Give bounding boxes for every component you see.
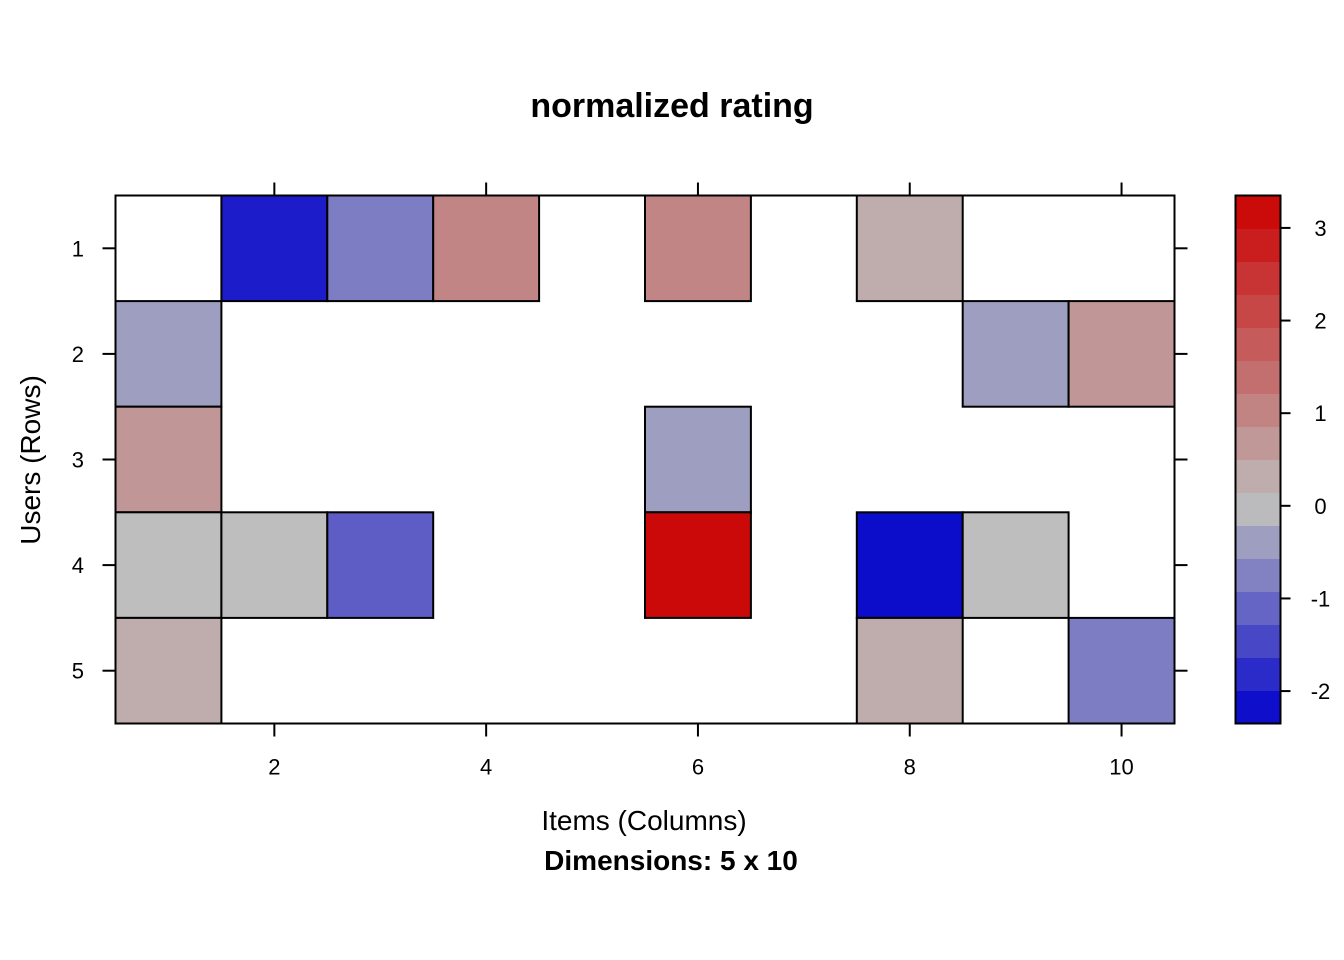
heatmap-cell-r4-c1 bbox=[114, 511, 223, 619]
colorbar-segment-9 bbox=[1235, 393, 1281, 427]
colorbar-segment-1 bbox=[1235, 657, 1281, 691]
chart-title: normalized rating bbox=[530, 87, 813, 125]
heatmap-cell-r4-c6 bbox=[644, 511, 752, 619]
colorbar: -2 -1 0 1 2 3 bbox=[1234, 194, 1331, 725]
x-tick-label-2: 2 bbox=[268, 755, 280, 780]
colorbar-segment-6 bbox=[1235, 492, 1281, 526]
x-tick-label-6: 6 bbox=[692, 755, 704, 780]
y-tick-label-5: 5 bbox=[72, 659, 84, 684]
heatmap-cell-r4-c9 bbox=[961, 511, 1070, 619]
colorbar-segment-11 bbox=[1235, 327, 1281, 361]
heatmap-cell-r1-c3 bbox=[326, 194, 435, 303]
colorbar-segment-0 bbox=[1235, 690, 1281, 724]
y-axis-label: Users (Rows) bbox=[15, 375, 46, 545]
colorbar-segment-3 bbox=[1235, 591, 1281, 625]
heatmap-cell-r1-c8 bbox=[855, 194, 964, 303]
x-axis-label: Items (Columns) bbox=[541, 805, 746, 836]
colorbar-segment-10 bbox=[1235, 360, 1281, 394]
heatmap-cell-r2-c9 bbox=[961, 300, 1070, 408]
colorbar-frame bbox=[1234, 194, 1282, 725]
heatmap-cell-r1-c2 bbox=[220, 194, 329, 303]
heatmap-cell-r5-c8 bbox=[855, 616, 964, 725]
colorbar-tick-label-1: 1 bbox=[1314, 401, 1326, 426]
heatmap-cell-r2-c10 bbox=[1067, 300, 1176, 408]
colorbar-tick-label-2: 2 bbox=[1314, 309, 1326, 334]
x-tick-label-4: 4 bbox=[480, 755, 492, 780]
y-tick-label-2: 2 bbox=[72, 342, 84, 367]
heatmap-cell-r5-c10 bbox=[1067, 616, 1176, 725]
x-tick-label-10: 10 bbox=[1109, 755, 1133, 780]
colorbar-segment-5 bbox=[1235, 525, 1281, 559]
colorbar-segment-7 bbox=[1235, 459, 1281, 493]
heatmap-cell-r4-c3 bbox=[326, 511, 435, 619]
y-tick-label-4: 4 bbox=[72, 553, 84, 578]
colorbar-tick-label-3: 3 bbox=[1314, 216, 1326, 241]
heatmap-cell-r3-c1 bbox=[114, 405, 223, 514]
heatmap-cell-r1-c6 bbox=[644, 194, 752, 303]
heatmap-cell-r4-c8 bbox=[855, 511, 964, 619]
heatmap-cell-r1-c4 bbox=[432, 194, 541, 303]
dimensions-label: Dimensions: 5 x 10 bbox=[544, 845, 798, 876]
y-tick-label-3: 3 bbox=[72, 448, 84, 473]
y-tick-label-1: 1 bbox=[72, 236, 84, 261]
heatmap-cell-r3-c6 bbox=[644, 405, 752, 514]
colorbar-tick-label--1: -1 bbox=[1311, 586, 1331, 611]
heatmap-cell-r2-c1 bbox=[114, 300, 223, 408]
colorbar-segment-15 bbox=[1235, 195, 1281, 229]
colorbar-segment-12 bbox=[1235, 294, 1281, 328]
colorbar-segment-8 bbox=[1235, 426, 1281, 460]
colorbar-segment-14 bbox=[1235, 228, 1281, 262]
colorbar-tick-label-0: 0 bbox=[1314, 494, 1326, 519]
colorbar-tick-label--2: -2 bbox=[1311, 679, 1331, 704]
colorbar-segment-2 bbox=[1235, 624, 1281, 658]
colorbar-segment-4 bbox=[1235, 558, 1281, 592]
x-tick-label-8: 8 bbox=[904, 755, 916, 780]
heatmap-cell-r4-c2 bbox=[220, 511, 329, 619]
heatmap-cell-r5-c1 bbox=[114, 616, 223, 725]
colorbar-segment-13 bbox=[1235, 261, 1281, 295]
heatmap-cells bbox=[114, 194, 1176, 725]
